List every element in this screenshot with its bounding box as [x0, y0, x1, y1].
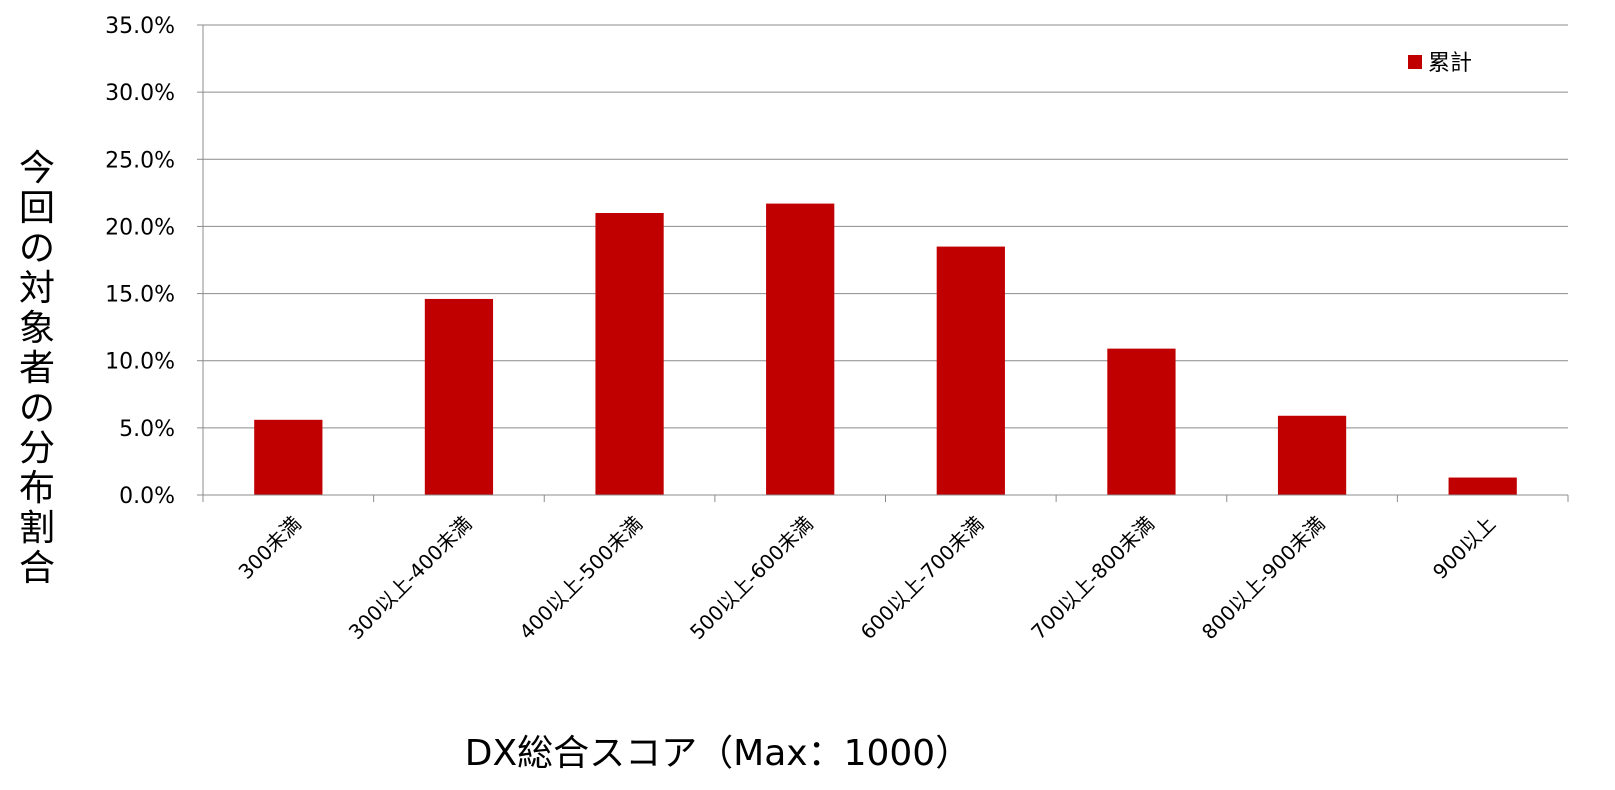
y-axis-title-char: 対 — [19, 268, 55, 309]
bar — [1277, 415, 1347, 495]
x-tick-labels: 300未満 300以上-400未満 400以上-500未満 500以上-600未満 60… — [234, 512, 1501, 645]
y-axis-title-char: の — [19, 228, 55, 269]
x-tick-label: 600以上-700未満 — [856, 512, 989, 645]
y-tick-label: 5.0% — [119, 417, 175, 442]
bar — [595, 213, 664, 495]
y-axis-title-char: 者 — [19, 348, 55, 389]
y-axis-title-char: 回 — [19, 188, 55, 229]
x-tick-label: 500以上-600未満 — [685, 512, 818, 645]
y-tick-label: 10.0% — [105, 350, 175, 375]
y-axis-title-char: 象 — [19, 308, 55, 349]
y-tick-label: 30.0% — [105, 81, 175, 106]
bar — [1107, 348, 1176, 495]
bar — [1448, 477, 1517, 495]
x-tick-label: 400以上-500未満 — [514, 512, 647, 645]
bar — [936, 246, 1005, 495]
x-axis-title: DX総合スコア（Max：1000） — [465, 733, 971, 774]
y-tick-label: 20.0% — [105, 215, 175, 240]
y-tick-label: 15.0% — [105, 283, 175, 308]
y-tick-label: 0.0% — [119, 484, 175, 509]
legend-label-cumulative: 累計 — [1428, 51, 1472, 76]
y-axis-title-char: 分 — [19, 428, 55, 469]
y-axis-title-char: 今 — [19, 148, 55, 189]
y-axis-title-char: 布 — [19, 468, 55, 509]
x-tick-label: 300未満 — [234, 512, 306, 584]
x-tick-label: 900以上 — [1428, 512, 1500, 584]
x-tick-label: 700以上-800未満 — [1026, 512, 1159, 645]
legend: 累計 — [1408, 51, 1472, 76]
y-axis-title-char: 合 — [19, 548, 55, 589]
bar — [766, 203, 835, 495]
legend-swatch — [1408, 55, 1422, 69]
y-tick-label: 35.0% — [105, 14, 175, 39]
y-axis-title-char: の — [19, 388, 55, 429]
bars — [254, 203, 1517, 495]
bar — [254, 419, 323, 495]
x-tick-label: 300以上-400未満 — [344, 512, 477, 645]
y-axis-title-char: 割 — [19, 508, 55, 549]
axes — [197, 24, 1569, 502]
x-tick-label: 800以上-900未満 — [1197, 512, 1330, 645]
bar — [424, 298, 494, 495]
y-tick-labels: 0.0% 5.0% 10.0% 15.0% 20.0% 25.0% 30.0% 35.0% — [105, 14, 175, 509]
y-tick-label: 25.0% — [105, 148, 175, 173]
gridlines — [203, 24, 1568, 429]
